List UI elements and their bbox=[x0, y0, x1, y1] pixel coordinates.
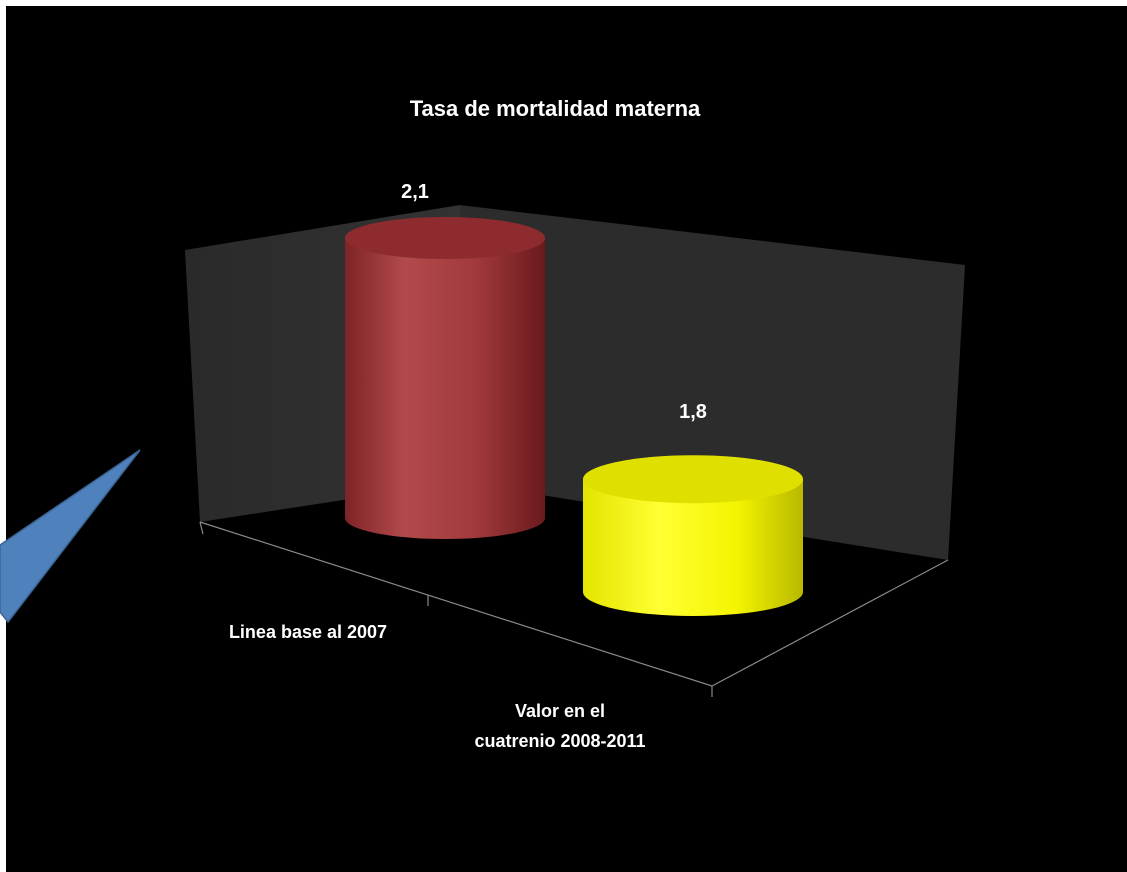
category-label-2: Valor en el cuatrenio 2008-2011 bbox=[474, 701, 645, 751]
bar-2-top bbox=[583, 455, 803, 504]
bar-2-body bbox=[583, 479, 803, 616]
bars-group bbox=[345, 217, 803, 616]
back-wall-right bbox=[460, 205, 965, 560]
axis-tick-1 bbox=[199, 521, 204, 535]
data-label-1: 2,1 bbox=[401, 181, 429, 203]
category-labels: 2,1 1,8 Linea base al 2007 Valor en el cuatr… bbox=[229, 181, 707, 751]
bar-1-top bbox=[345, 217, 545, 259]
bar-2 bbox=[583, 455, 803, 616]
data-label-2: 1,8 bbox=[679, 401, 707, 423]
category-label-1: Linea base al 2007 bbox=[229, 622, 387, 642]
chart-title: Tasa de mortalidad materna bbox=[410, 96, 701, 121]
bar-1 bbox=[345, 217, 545, 539]
bar-1-body bbox=[345, 238, 545, 539]
callout-shape bbox=[0, 449, 141, 624]
